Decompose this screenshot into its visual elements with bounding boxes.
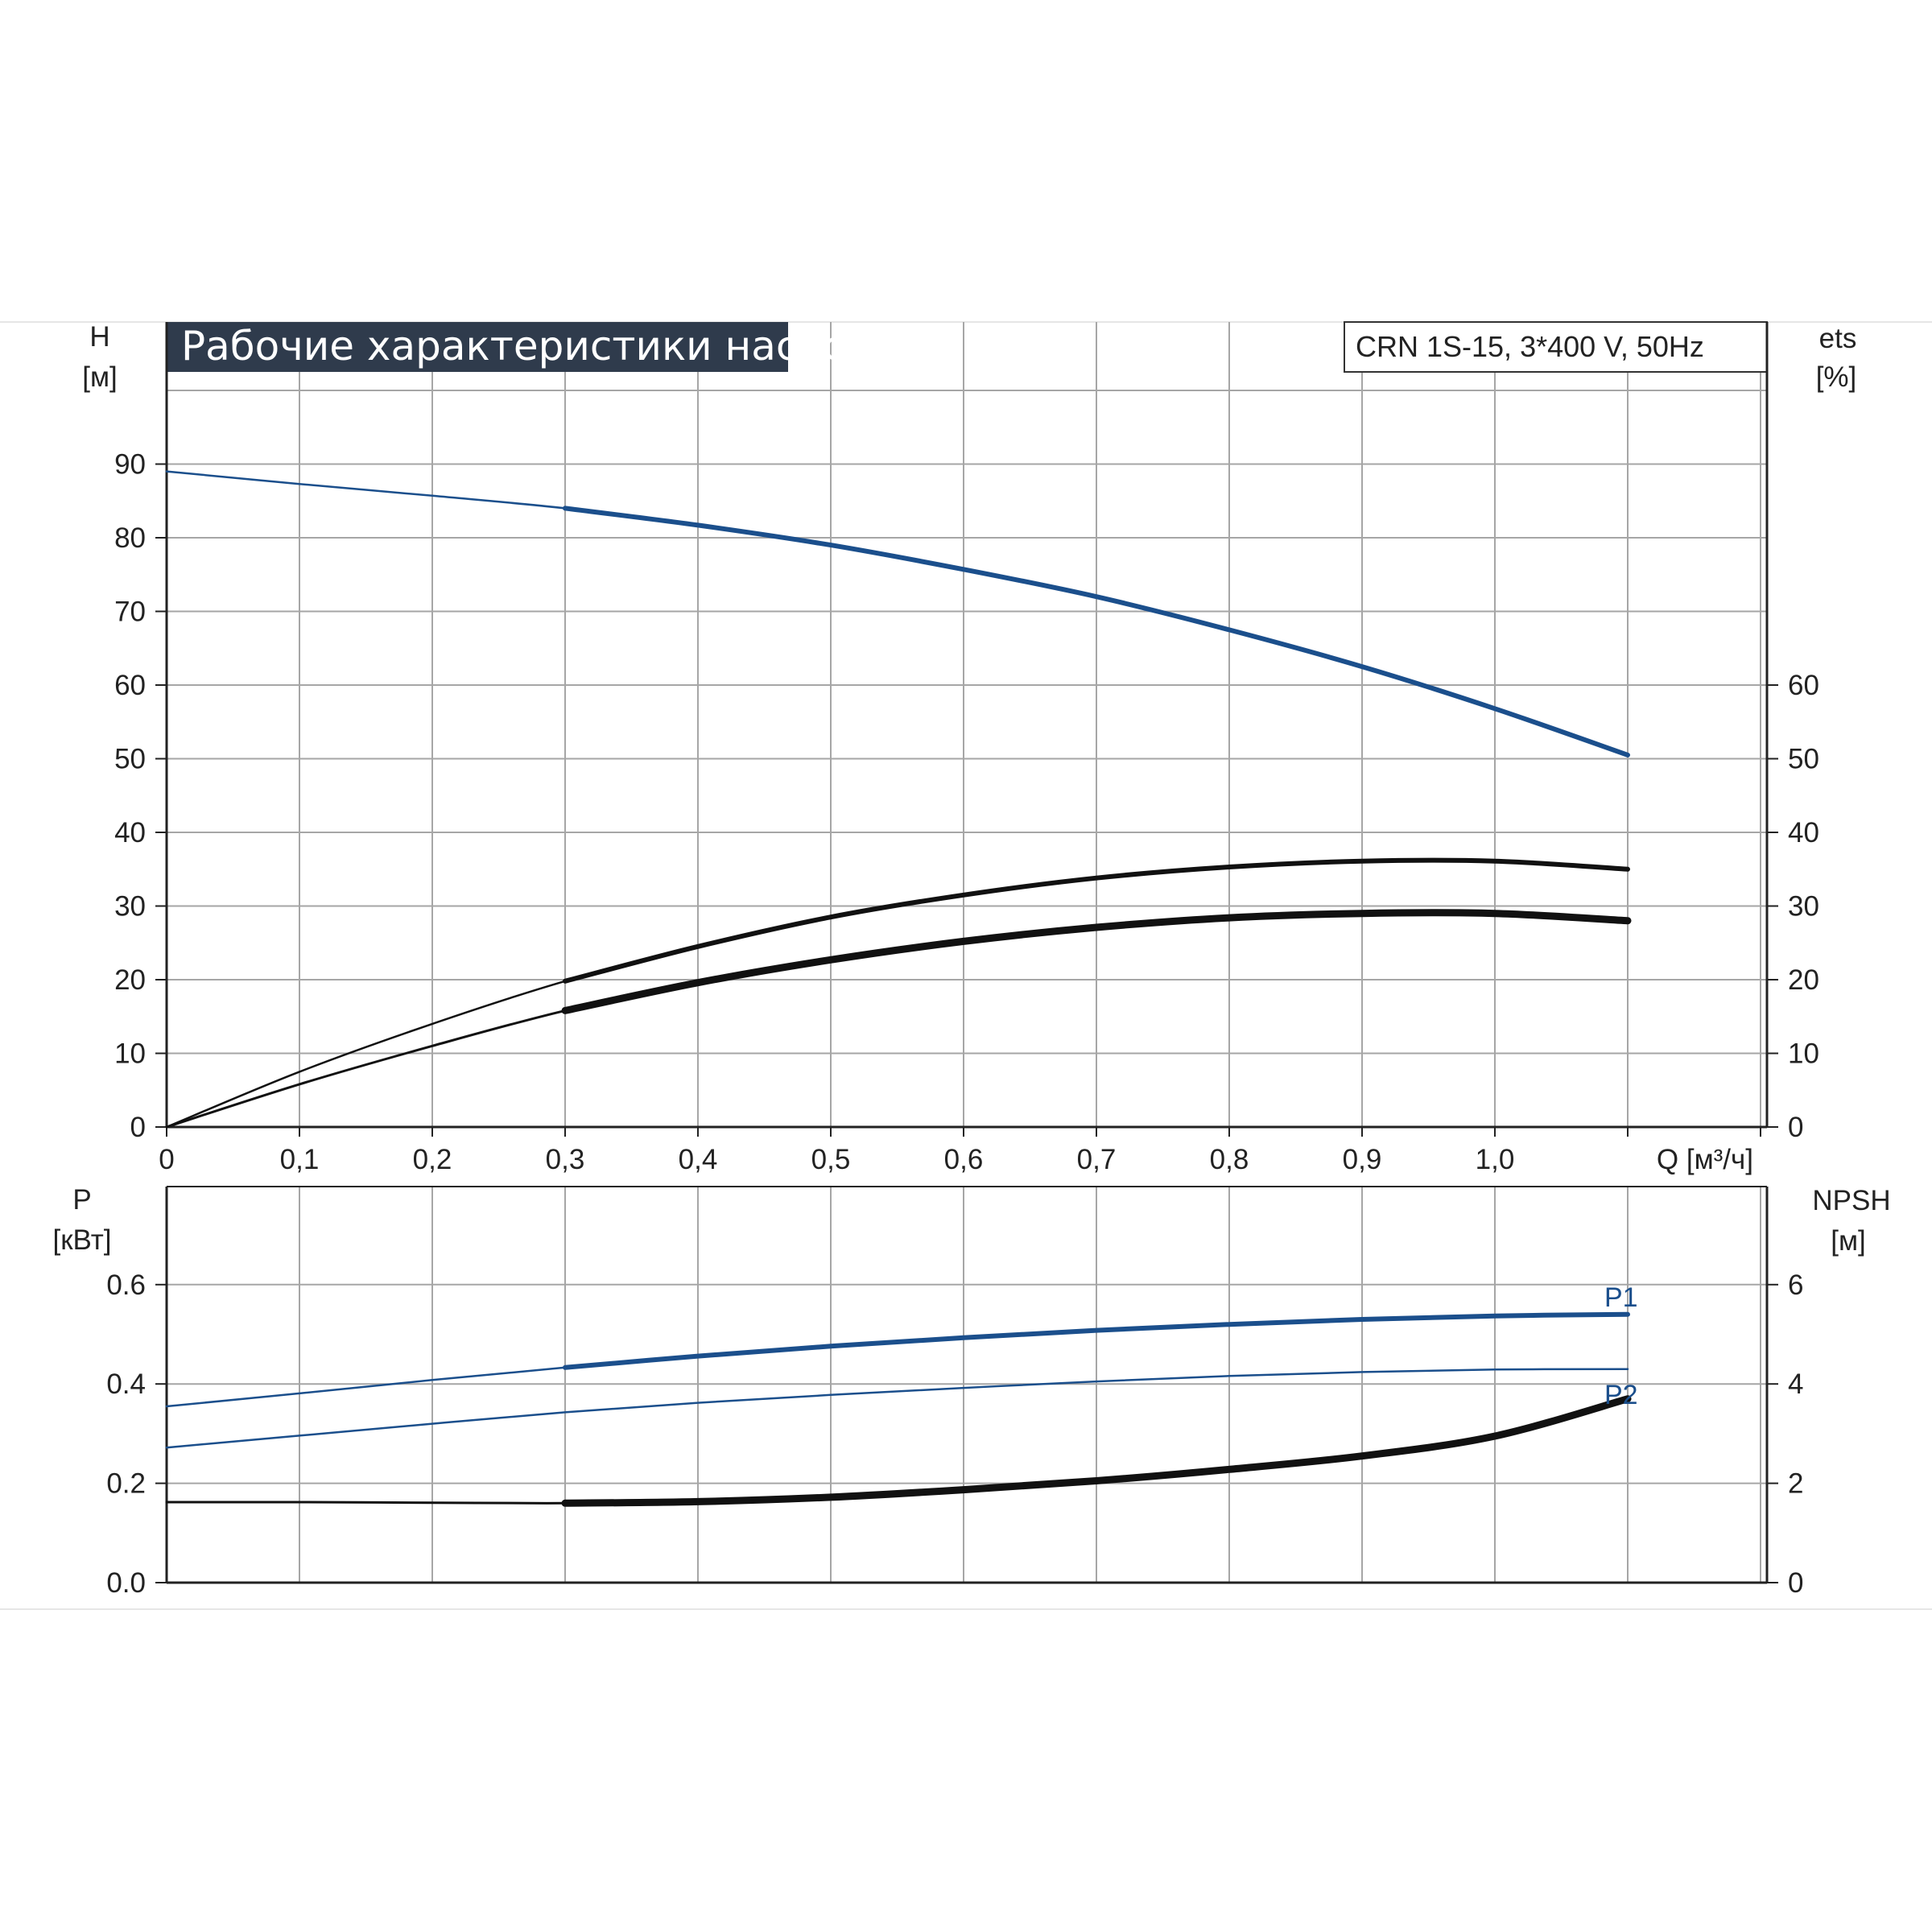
- series-label-p1: P1: [1604, 1282, 1638, 1313]
- npsh-tick-label: 4: [1788, 1368, 1803, 1400]
- bottom-axes: 0.0 0.2 0.4 0.6 0 2 4 6: [106, 1186, 1803, 1599]
- top-grid: [167, 322, 1767, 1127]
- bottom-series-0-bold-line: [563, 1311, 1630, 1370]
- top-series-2-bold-line: [561, 909, 1632, 1014]
- h-axis-title: H: [89, 321, 109, 353]
- h-tick-label: 50: [114, 744, 146, 775]
- top-series-0-line: [165, 470, 1629, 757]
- q-tick-label: 0,6: [944, 1144, 984, 1175]
- top-curves: [165, 470, 1632, 1129]
- p-tick-label: 0.2: [106, 1468, 146, 1500]
- npsh-axis-title: NPSH: [1812, 1185, 1890, 1216]
- eta-tick-label: 50: [1788, 744, 1819, 775]
- eta-tick-label: 60: [1788, 670, 1819, 701]
- h-tick-label: 0: [130, 1112, 146, 1143]
- q-tick-label: 1,0: [1476, 1144, 1515, 1175]
- eta-axis-unit: [%]: [1816, 361, 1857, 393]
- q-tick-label: 0,8: [1210, 1144, 1249, 1175]
- top-series-2-line: [165, 911, 1629, 1129]
- p-tick-label: 0.6: [106, 1269, 146, 1301]
- q-tick-label: 0,1: [280, 1144, 320, 1175]
- title-banner: [167, 322, 788, 372]
- h-tick-label: 70: [114, 597, 146, 628]
- npsh-tick-label: 6: [1788, 1269, 1803, 1301]
- eta-tick-label: 20: [1788, 964, 1819, 996]
- top-axes: 0 10 20 30 40 50 60 70 80 90 0 10 20 30 40 50 60 0 0,1 0,2 0…: [114, 322, 1819, 1175]
- npsh-tick-label: 0: [1788, 1567, 1803, 1599]
- npsh-axis-unit: [м]: [1831, 1225, 1866, 1257]
- q-tick-label: 0,5: [811, 1144, 851, 1175]
- h-tick-label: 60: [114, 670, 146, 701]
- p-axis-title: P: [72, 1184, 91, 1216]
- q-tick-label: 0: [159, 1144, 174, 1175]
- bottom-series-0-line: [165, 1313, 1629, 1408]
- model-label: CRN 1S-15, 3*400 V, 50Hz: [1356, 330, 1704, 363]
- top-series-1-line: [165, 859, 1629, 1129]
- q-tick-label: 0,2: [413, 1144, 452, 1175]
- bottom-curves: [165, 1311, 1632, 1507]
- h-tick-label: 30: [114, 891, 146, 923]
- series-label-p2: P2: [1604, 1380, 1638, 1410]
- q-tick-label: 0,3: [546, 1144, 585, 1175]
- eta-tick-label: 10: [1788, 1038, 1819, 1070]
- p-axis-unit: [кВт]: [53, 1224, 112, 1256]
- q-tick-label: 0,7: [1077, 1144, 1117, 1175]
- q-tick-label: 0,9: [1343, 1144, 1382, 1175]
- top-series-0-bold-line: [563, 506, 1630, 758]
- model-box: [1344, 321, 1768, 373]
- p-tick-label: 0.4: [106, 1368, 146, 1400]
- npsh-tick-label: 2: [1788, 1468, 1803, 1500]
- h-axis-unit: [м]: [82, 361, 118, 393]
- h-tick-label: 40: [114, 817, 146, 848]
- h-tick-label: 20: [114, 964, 146, 996]
- bottom-series-1-line: [165, 1368, 1629, 1449]
- bottom-series-2-bold-line: [561, 1395, 1632, 1507]
- p-tick-label: 0.0: [106, 1567, 146, 1599]
- eta-axis-title: ets: [1819, 323, 1857, 354]
- eta-tick-label: 40: [1788, 817, 1819, 848]
- eta-tick-label: 0: [1788, 1112, 1803, 1143]
- chart-title: Рабочие характеристики насоса: [181, 323, 869, 369]
- bottom-grid: [167, 1187, 1767, 1583]
- q-axis-title: Q [м³/ч]: [1657, 1144, 1753, 1175]
- h-tick-label: 90: [114, 449, 146, 481]
- top-series-1-bold-line: [563, 857, 1630, 984]
- h-tick-label: 80: [114, 522, 146, 554]
- q-tick-label: 0,4: [679, 1144, 718, 1175]
- eta-tick-label: 30: [1788, 891, 1819, 923]
- h-tick-label: 10: [114, 1038, 146, 1070]
